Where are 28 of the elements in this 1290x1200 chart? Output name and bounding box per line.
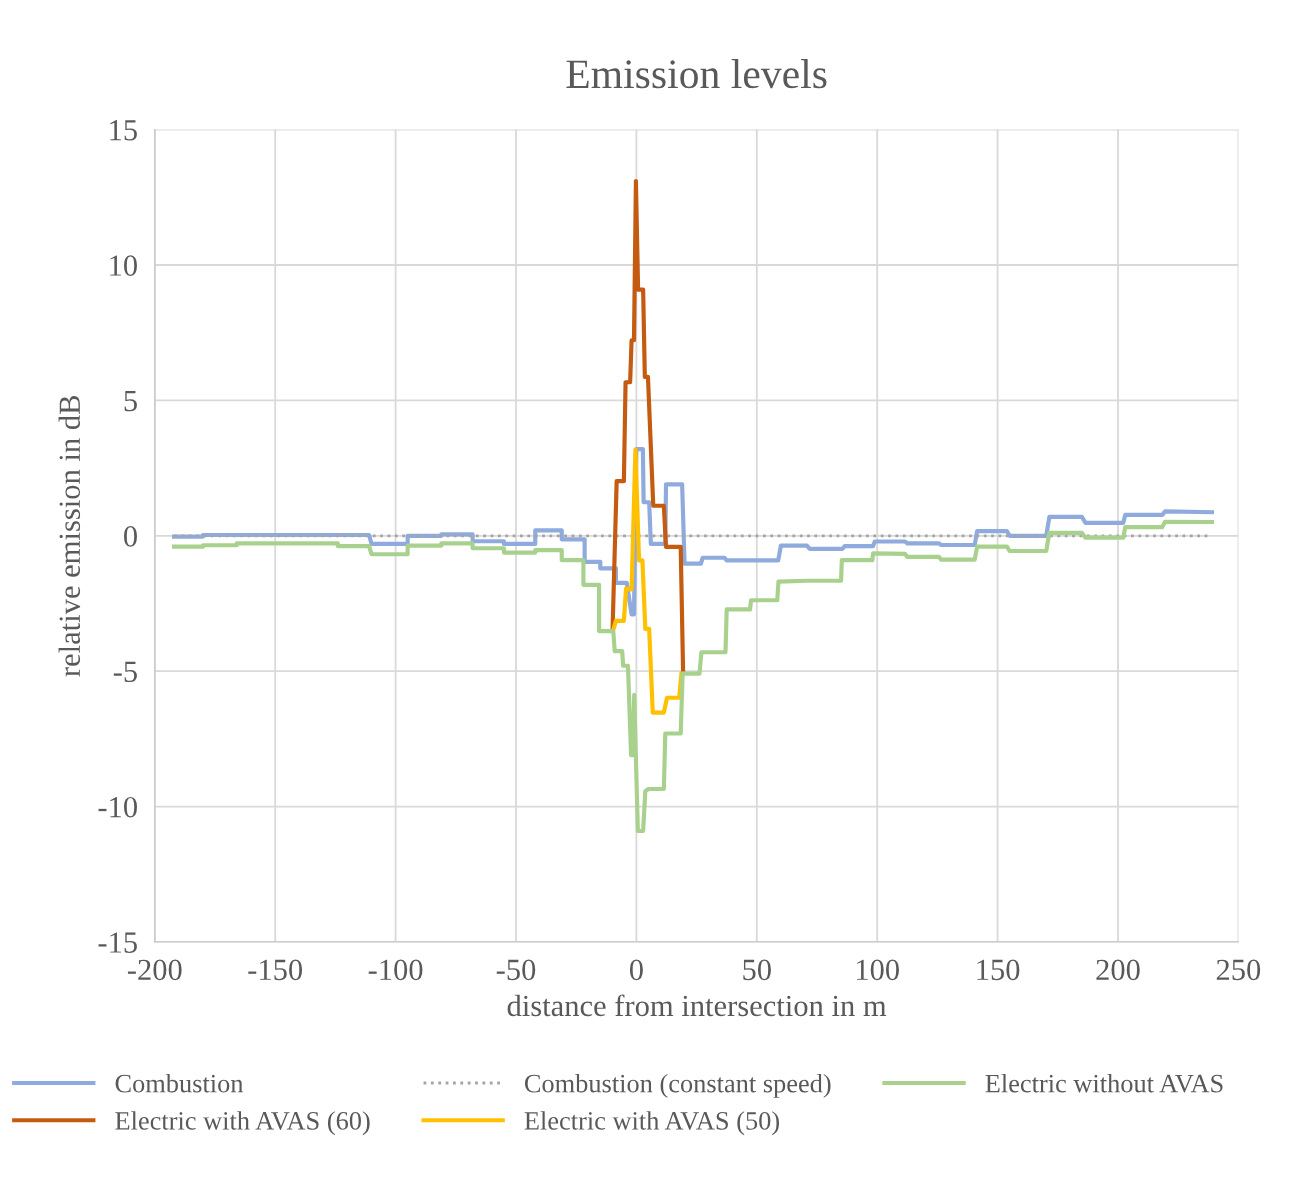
x-tick-label: -50 <box>496 959 536 981</box>
x-tick-label: -150 <box>248 959 303 981</box>
x-tick-label: -200 <box>127 959 182 981</box>
y-tick-label: 5 <box>124 390 137 412</box>
chart-title: Emission levels <box>566 59 827 89</box>
legend-label: Electric with AVAS (50) <box>524 1111 779 1136</box>
x-tick-label: 50 <box>743 959 771 981</box>
x-tick-label: 150 <box>977 959 1020 981</box>
y-tick-label: -15 <box>98 932 137 953</box>
x-tick-label: 250 <box>1216 959 1261 981</box>
y-tick-label: -10 <box>98 796 137 818</box>
x-tick-label: 200 <box>1096 959 1140 981</box>
legend-label: Combustion <box>115 1073 244 1093</box>
y-axis-title: relative emission in dB <box>58 396 81 677</box>
legend-label: Electric with AVAS (60) <box>115 1111 370 1136</box>
line-series <box>611 447 684 715</box>
x-tick-label: -100 <box>368 959 423 981</box>
legend-label: Electric without AVAS <box>985 1073 1223 1093</box>
x-tick-label: 100 <box>856 959 899 981</box>
y-tick-label: 0 <box>124 526 137 547</box>
y-tick-label: 15 <box>110 120 137 141</box>
line-series <box>610 178 686 675</box>
legend-label: Combustion (constant speed) <box>524 1073 831 1098</box>
line-series <box>171 519 1214 834</box>
x-tick-label: 0 <box>629 959 643 981</box>
y-tick-label: 10 <box>110 255 137 276</box>
y-tick-label: -5 <box>113 661 137 683</box>
x-axis-title: distance from intersection in m <box>507 994 887 1017</box>
